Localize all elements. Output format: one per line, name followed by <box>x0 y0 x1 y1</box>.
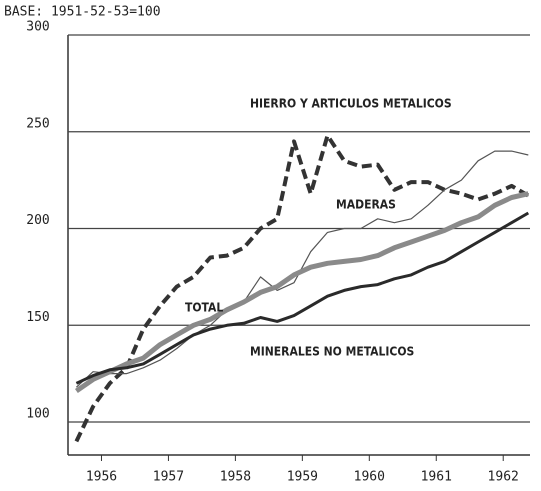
x-tick-label: 1960 <box>354 470 385 485</box>
y-tick-label: 300 <box>26 20 49 35</box>
series-line <box>74 133 530 443</box>
x-tick-label: 1957 <box>153 470 184 485</box>
x-tick-label: 1961 <box>421 470 452 485</box>
y-tick-label: 100 <box>26 407 49 422</box>
series-label: MADERAS <box>336 198 396 212</box>
series-label: MINERALES NO METALICOS <box>250 345 414 359</box>
series-line <box>74 191 529 394</box>
x-tick-label: 1962 <box>488 470 519 485</box>
series-label: HIERRO Y ARTICULOS METALICOS <box>250 97 452 111</box>
x-tick-label: 1956 <box>86 470 117 485</box>
y-tick-label: 200 <box>26 213 49 228</box>
y-tick-label: 150 <box>26 310 49 325</box>
y-tick-label: 250 <box>26 116 49 131</box>
chart-subtitle: BASE: 1951-52-53=100 <box>4 5 161 20</box>
series-line <box>75 150 529 388</box>
x-tick-label: 1958 <box>220 470 251 485</box>
x-tick-label: 1959 <box>287 470 318 485</box>
series-line <box>75 211 530 385</box>
series-label: TOTAL <box>185 301 223 315</box>
